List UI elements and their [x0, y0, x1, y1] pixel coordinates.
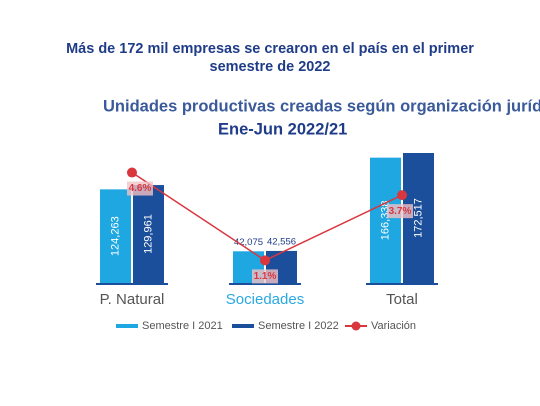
bar [133, 185, 164, 283]
variation-point [127, 167, 137, 178]
chart-title: Unidades productivas creadas según organ… [103, 97, 540, 115]
variation-label: 4.6% [129, 183, 152, 194]
legend-label: Variación [371, 320, 416, 332]
value-label: 172,517 [412, 198, 424, 238]
variation-point [260, 255, 270, 266]
variation-label: 1.1% [254, 271, 277, 282]
label-box [387, 204, 413, 219]
x-tick-label: P. Natural [100, 291, 165, 308]
label-box [252, 269, 278, 284]
legend-dot [351, 321, 361, 331]
value-label: 124,263 [109, 216, 121, 256]
label-box [127, 181, 153, 196]
variation-label: 3.7% [389, 206, 412, 217]
variation-point [397, 190, 407, 201]
legend-label: Semestre I 2022 [258, 320, 339, 332]
bar [370, 157, 401, 283]
legend-label: Semestre I 2021 [142, 320, 223, 332]
x-tick-label: Total [386, 291, 418, 308]
value-label: 42,075 [234, 237, 263, 248]
headline: Más de 172 mil empresas se crearon en el… [66, 41, 474, 75]
value-label: 42,556 [267, 236, 296, 247]
chart-subtitle: Ene-Jun 2022/21 [218, 120, 347, 138]
value-label: 129,961 [142, 214, 154, 254]
bar [100, 189, 131, 283]
x-tick-label: Sociedades [226, 291, 304, 308]
